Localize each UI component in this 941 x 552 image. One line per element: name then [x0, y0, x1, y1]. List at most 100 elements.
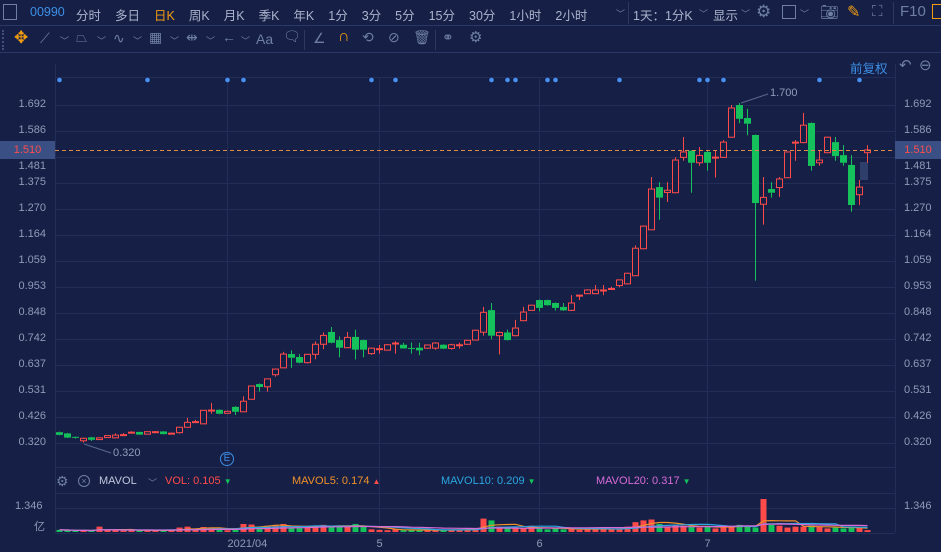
volume-bar — [136, 530, 143, 532]
display-menu[interactable]: 显示 — [713, 9, 739, 23]
orange-square-icon[interactable] — [932, 4, 941, 19]
range-selector[interactable]: 1天：1分K — [633, 9, 693, 23]
polygon-chevron-icon[interactable]: ﹀ — [97, 36, 107, 46]
f10-button[interactable]: F10 — [900, 3, 926, 20]
volume-bar — [56, 529, 63, 532]
fib-box-chevron-icon[interactable]: ﹀ — [170, 36, 180, 46]
volume-bar — [624, 526, 631, 532]
mavol20-text: MAVOL20: 0.317 — [596, 475, 680, 487]
volume-bar — [656, 523, 663, 532]
event-dot — [369, 77, 374, 83]
candle-down — [808, 122, 815, 166]
overlay-circles-icon[interactable]: ⚭ — [442, 29, 454, 45]
sync-drawings-icon[interactable]: ⟲ — [362, 29, 374, 45]
candle-up — [320, 334, 327, 345]
candle-up — [456, 344, 463, 347]
price-label-right: 0.426 — [904, 410, 932, 422]
display-chevron-icon[interactable]: ﹀ — [741, 9, 751, 19]
volume-bar — [576, 529, 583, 532]
current-price-right: 1.510 — [895, 141, 941, 159]
volume-bar — [800, 526, 807, 532]
down-arrow-icon: ▼ — [223, 477, 232, 486]
period-tab[interactable]: 3分 — [361, 9, 382, 23]
period-tab[interactable]: 15分 — [428, 9, 456, 23]
candle-up — [208, 409, 215, 412]
candle-down — [232, 406, 239, 412]
period-tab[interactable]: 年K — [293, 9, 315, 23]
range-chevron-icon[interactable]: ﹀ — [699, 9, 709, 19]
candle-down — [360, 340, 367, 350]
event-dot — [705, 77, 710, 83]
drawing-settings-gear-icon[interactable]: ⚙ — [469, 29, 483, 46]
text-tool-icon[interactable]: Aa — [256, 31, 274, 47]
candle-up — [760, 196, 767, 205]
wave-tool-icon[interactable]: ∿ — [113, 30, 125, 46]
period-tab[interactable]: 日K — [154, 9, 175, 23]
period-tab[interactable]: 1小时 — [509, 9, 542, 23]
candle-up — [640, 225, 647, 250]
volume-bar — [776, 525, 783, 532]
volume-bar — [152, 530, 159, 532]
layout-chevron-icon[interactable]: ﹀ — [800, 9, 810, 19]
indicator-name[interactable]: MAVOL — [99, 475, 137, 487]
fullscreen-icon[interactable]: ⛶ — [872, 3, 883, 20]
price-label-left: 1.375 — [18, 176, 46, 188]
up-arrow-icon: ▲ — [372, 477, 381, 486]
polygon-tool-icon[interactable]: ⏢ — [76, 29, 88, 45]
arrow-chevron-icon[interactable]: ﹀ — [241, 36, 251, 46]
comment-tool-icon[interactable]: 🗨︎ — [283, 28, 301, 44]
wave-chevron-icon[interactable]: ﹀ — [133, 36, 143, 46]
volume-bar — [856, 527, 863, 532]
period-tab[interactable]: 5分 — [395, 9, 415, 23]
more-periods-chevron-icon[interactable]: ﹀ — [616, 9, 626, 19]
candle-up — [792, 141, 799, 144]
event-dot — [617, 77, 622, 83]
candle-up — [664, 189, 671, 193]
candle-down — [848, 164, 855, 205]
volume-bar — [848, 526, 855, 532]
candle-up — [144, 431, 151, 435]
pencil-icon[interactable]: ✎ — [847, 4, 861, 21]
magnet-icon[interactable]: ∩ — [338, 28, 350, 45]
period-tab[interactable]: 30分 — [469, 9, 496, 23]
layout-square-icon[interactable] — [782, 5, 796, 19]
line-tool-chevron-icon[interactable]: ﹀ — [60, 36, 70, 46]
fib-box-tool-icon[interactable]: ▦ — [149, 29, 163, 45]
move-crosshair-icon[interactable]: ✥ — [14, 28, 29, 47]
undo-icon[interactable]: ↶ — [899, 57, 912, 74]
grip-handle[interactable] — [2, 30, 6, 50]
line-tool-icon[interactable]: ⟋ — [40, 30, 50, 46]
candle-up — [600, 289, 607, 292]
event-dot — [545, 77, 550, 83]
camera-icon[interactable]: 📷︎ — [820, 4, 840, 21]
symbol-code[interactable]: 00990 — [30, 5, 65, 19]
hide-drawings-icon[interactable]: ⊘ — [388, 29, 400, 45]
period-tab[interactable]: 多日 — [115, 9, 141, 23]
period-tab[interactable]: 2小时 — [555, 9, 588, 23]
low-leader-line — [83, 443, 112, 454]
period-tab[interactable]: 月K — [223, 9, 245, 23]
zoom-out-icon[interactable]: ⊖ — [919, 57, 932, 74]
angle-tool-icon[interactable]: ∠ — [313, 30, 326, 46]
indicator-chevron-icon[interactable]: ﹀ — [148, 478, 158, 488]
measure-chevron-icon[interactable]: ﹀ — [206, 36, 216, 46]
trash-icon[interactable]: 🗑︎ — [413, 29, 431, 45]
candle-up — [496, 331, 503, 337]
period-tab[interactable]: 1分 — [328, 9, 348, 23]
volume-bar — [208, 528, 215, 532]
indicator-close-icon[interactable]: × — [78, 475, 90, 487]
volume-bar — [600, 528, 607, 532]
measure-tool-icon[interactable]: ⇹ — [186, 29, 198, 45]
arrow-tool-icon[interactable]: ← — [222, 29, 236, 45]
period-tab[interactable]: 周K — [188, 9, 210, 23]
settings-gear-icon[interactable]: ⚙ — [756, 2, 772, 21]
volume-bar — [392, 529, 399, 532]
adjust-mode-button[interactable]: 前复权 — [850, 62, 888, 76]
panel-toggle-icon[interactable] — [3, 4, 17, 20]
period-tab[interactable]: 分时 — [76, 9, 102, 23]
event-marker-e[interactable]: E — [220, 452, 234, 466]
indicator-settings-gear-icon[interactable]: ⚙ — [56, 473, 69, 489]
candle-up — [304, 353, 311, 364]
period-tab[interactable]: 季K — [258, 9, 280, 23]
